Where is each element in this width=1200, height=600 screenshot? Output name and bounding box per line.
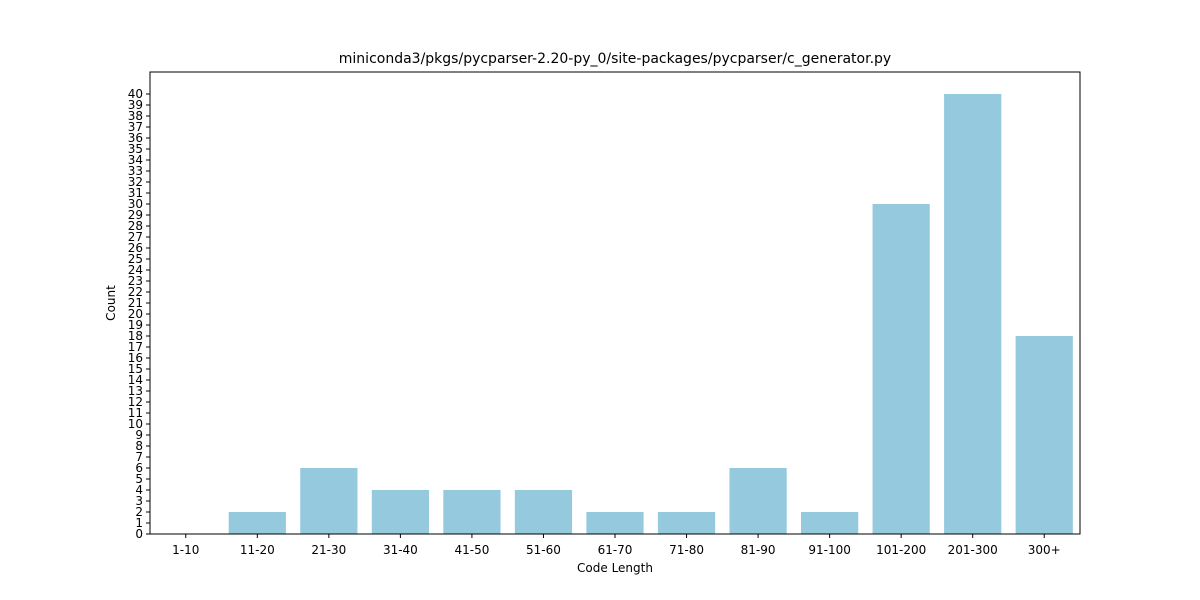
y-tick-label: 34 bbox=[128, 153, 143, 167]
bar-81-90 bbox=[729, 468, 787, 534]
plot-frame bbox=[149, 71, 1081, 535]
y-tick-label: 25 bbox=[128, 252, 143, 266]
y-tick-label: 33 bbox=[128, 164, 143, 178]
x-tick-label: 201-300 bbox=[948, 543, 998, 557]
y-tick-label: 27 bbox=[128, 230, 143, 244]
x-tick-label: 51-60 bbox=[526, 543, 561, 557]
x-tick-label: 91-100 bbox=[808, 543, 851, 557]
x-tick-label: 300+ bbox=[1028, 543, 1061, 557]
y-tick-label: 29 bbox=[128, 208, 143, 222]
y-tick-label: 26 bbox=[128, 241, 143, 255]
y-axis-ticks: 0123456789101112131415161718192021222324… bbox=[128, 87, 150, 541]
y-tick-label: 40 bbox=[128, 87, 143, 101]
y-tick-label: 14 bbox=[128, 373, 143, 387]
y-axis-label: Count bbox=[104, 285, 118, 321]
bars bbox=[228, 94, 1073, 534]
y-tick-label: 35 bbox=[128, 142, 143, 156]
y-tick-label: 12 bbox=[128, 395, 143, 409]
y-tick-label: 39 bbox=[128, 98, 143, 112]
bar-31-40 bbox=[371, 490, 429, 534]
bar-41-50 bbox=[443, 490, 501, 534]
bar-11-20 bbox=[228, 512, 286, 534]
y-tick-label: 32 bbox=[128, 175, 143, 189]
chart-title: miniconda3/pkgs/pycparser-2.20-py_0/site… bbox=[339, 51, 891, 67]
y-tick-label: 16 bbox=[128, 351, 143, 365]
bar-51-60 bbox=[514, 490, 573, 534]
y-tick-label: 24 bbox=[128, 263, 143, 277]
x-tick-label: 101-200 bbox=[876, 543, 926, 557]
bar-91-100 bbox=[801, 512, 859, 534]
y-tick-label: 0 bbox=[135, 527, 143, 541]
y-tick-label: 3 bbox=[135, 494, 143, 508]
bar-201-300 bbox=[944, 94, 1002, 534]
y-tick-label: 15 bbox=[128, 362, 143, 376]
y-tick-label: 2 bbox=[135, 505, 143, 519]
bar-21-30 bbox=[300, 468, 358, 534]
y-tick-label: 31 bbox=[128, 186, 143, 200]
y-tick-label: 10 bbox=[128, 417, 143, 431]
y-tick-label: 22 bbox=[128, 285, 143, 299]
y-tick-label: 19 bbox=[128, 318, 143, 332]
bar-61-70 bbox=[586, 512, 644, 534]
x-tick-label: 1-10 bbox=[172, 543, 199, 557]
x-tick-label: 31-40 bbox=[383, 543, 418, 557]
x-tick-label: 81-90 bbox=[741, 543, 776, 557]
y-tick-label: 28 bbox=[128, 219, 143, 233]
x-axis-ticks: 1-10 11-20 21-30 31-40 41-50 51-60 61-70 71-80 8… bbox=[172, 534, 1061, 557]
y-tick-label: 4 bbox=[135, 483, 143, 497]
y-tick-label: 37 bbox=[128, 120, 143, 134]
y-tick-label: 8 bbox=[135, 439, 143, 453]
y-tick-label: 30 bbox=[128, 197, 143, 211]
x-tick-label: 21-30 bbox=[311, 543, 346, 557]
x-tick-label: 61-70 bbox=[598, 543, 633, 557]
y-tick-label: 5 bbox=[135, 472, 143, 486]
x-tick-label: 71-80 bbox=[669, 543, 704, 557]
y-tick-label: 38 bbox=[128, 109, 143, 123]
y-tick-label: 11 bbox=[128, 406, 143, 420]
y-tick-label: 17 bbox=[128, 340, 143, 354]
y-tick-label: 1 bbox=[135, 516, 143, 530]
y-tick-label: 20 bbox=[128, 307, 143, 321]
y-tick-label: 18 bbox=[128, 329, 143, 343]
y-tick-label: 7 bbox=[135, 450, 143, 464]
y-tick-label: 13 bbox=[128, 384, 143, 398]
y-tick-label: 36 bbox=[128, 131, 143, 145]
bar-300+ bbox=[1015, 336, 1073, 534]
y-tick-label: 23 bbox=[128, 274, 143, 288]
x-tick-label: 41-50 bbox=[454, 543, 489, 557]
y-tick-label: 21 bbox=[128, 296, 143, 310]
y-tick-label: 9 bbox=[135, 428, 143, 442]
bar-71-80 bbox=[657, 512, 716, 534]
y-tick-label: 6 bbox=[135, 461, 143, 475]
bar-101-200 bbox=[872, 204, 930, 534]
x-tick-label: 11-20 bbox=[240, 543, 275, 557]
x-axis-label: Code Length bbox=[577, 561, 653, 575]
